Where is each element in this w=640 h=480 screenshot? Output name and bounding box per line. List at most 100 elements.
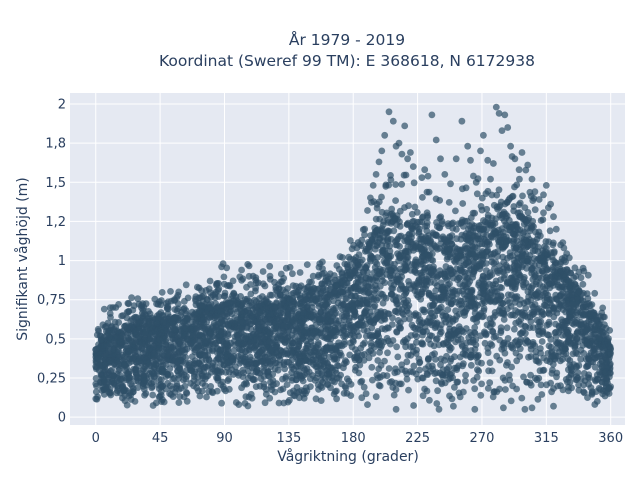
scatter-point xyxy=(542,244,550,252)
scatter-point xyxy=(591,363,599,371)
scatter-point xyxy=(206,277,214,285)
scatter-point xyxy=(517,336,524,343)
scatter-point xyxy=(464,142,472,150)
scatter-point xyxy=(573,363,580,371)
scatter-point xyxy=(538,312,546,319)
scatter-point xyxy=(322,301,329,309)
scatter-point xyxy=(599,304,607,312)
scatter-point xyxy=(443,238,450,246)
scatter-point xyxy=(295,360,303,367)
scatter-point xyxy=(459,185,466,193)
scatter-point xyxy=(413,333,420,340)
scatter-point xyxy=(475,225,483,233)
scatter-point xyxy=(288,349,296,357)
scatter-point xyxy=(519,192,526,200)
scatter-point xyxy=(289,270,296,278)
scatter-point xyxy=(579,280,587,288)
scatter-point xyxy=(373,371,381,379)
scatter-point xyxy=(261,399,269,407)
scatter-point xyxy=(488,341,496,349)
scatter-point xyxy=(492,103,500,111)
scatter-point xyxy=(282,318,290,326)
scatter-point xyxy=(240,369,248,377)
scatter-point xyxy=(356,319,364,326)
scatter-point xyxy=(555,338,562,346)
scatter-point xyxy=(453,364,461,372)
scatter-point xyxy=(524,209,532,216)
scatter-point xyxy=(412,350,420,357)
scatter-point xyxy=(343,330,351,338)
scatter-point xyxy=(361,309,369,317)
scatter-point xyxy=(540,366,548,374)
scatter-point xyxy=(484,385,492,392)
scatter-point xyxy=(385,227,393,235)
scatter-point xyxy=(445,199,453,206)
scatter-point xyxy=(183,336,191,344)
scatter-point xyxy=(580,350,588,357)
scatter-point xyxy=(557,382,564,390)
scatter-point xyxy=(209,347,216,355)
scatter-point xyxy=(583,362,591,370)
scatter-point xyxy=(439,312,447,320)
scatter-point xyxy=(518,394,526,402)
scatter-point xyxy=(250,376,257,384)
scatter-point xyxy=(496,236,504,244)
scatter-point xyxy=(346,351,354,359)
scatter-point xyxy=(171,306,179,313)
scatter-point xyxy=(428,111,436,119)
scatter-point xyxy=(412,263,420,270)
scatter-point xyxy=(545,318,553,326)
scatter-point xyxy=(525,353,532,361)
scatter-point xyxy=(303,369,311,377)
scatter-point xyxy=(419,194,426,201)
scatter-point xyxy=(219,311,227,319)
scatter-point xyxy=(289,282,297,289)
scatter-point xyxy=(209,291,217,299)
scatter-point xyxy=(159,312,167,319)
scatter-point xyxy=(496,356,504,364)
scatter-point xyxy=(303,261,311,268)
scatter-point xyxy=(569,300,577,308)
scatter-point xyxy=(553,373,560,381)
scatter-point xyxy=(472,352,480,359)
scatter-point xyxy=(354,352,361,360)
scatter-point xyxy=(543,282,551,290)
scatter-point xyxy=(560,294,567,302)
scatter-point xyxy=(199,316,207,323)
scatter-point xyxy=(352,292,360,300)
scatter-point xyxy=(426,396,433,404)
scatter-point xyxy=(385,108,393,116)
scatter-point xyxy=(239,275,247,283)
scatter-point xyxy=(313,285,321,293)
scatter-point xyxy=(477,147,484,155)
scatter-point xyxy=(212,332,220,340)
scatter-point xyxy=(351,283,359,290)
scatter-point xyxy=(153,300,160,308)
scatter-point xyxy=(484,187,492,195)
scatter-point xyxy=(531,206,539,214)
scatter-point xyxy=(135,319,143,327)
scatter-point xyxy=(364,239,372,246)
scatter-point xyxy=(267,346,275,354)
scatter-point xyxy=(234,369,242,377)
scatter-point xyxy=(462,377,469,385)
scatter-point xyxy=(148,367,156,375)
scatter-point xyxy=(398,180,406,188)
scatter-point xyxy=(497,324,505,331)
scatter-point xyxy=(598,358,606,365)
scatter-point xyxy=(529,197,537,205)
scatter-point xyxy=(297,373,304,380)
scatter-point xyxy=(461,256,469,263)
scatter-point xyxy=(483,241,491,249)
scatter-point xyxy=(113,358,121,365)
scatter-point xyxy=(437,279,445,287)
scatter-point xyxy=(436,369,444,377)
chart-title-line-1: År 1979 - 2019 xyxy=(289,30,405,49)
scatter-point xyxy=(463,305,471,313)
scatter-point xyxy=(402,171,410,179)
scatter-point xyxy=(447,180,454,188)
scatter-point xyxy=(173,382,181,390)
scatter-point xyxy=(347,255,354,263)
scatter-point xyxy=(397,380,405,388)
scatter-point xyxy=(423,209,431,217)
